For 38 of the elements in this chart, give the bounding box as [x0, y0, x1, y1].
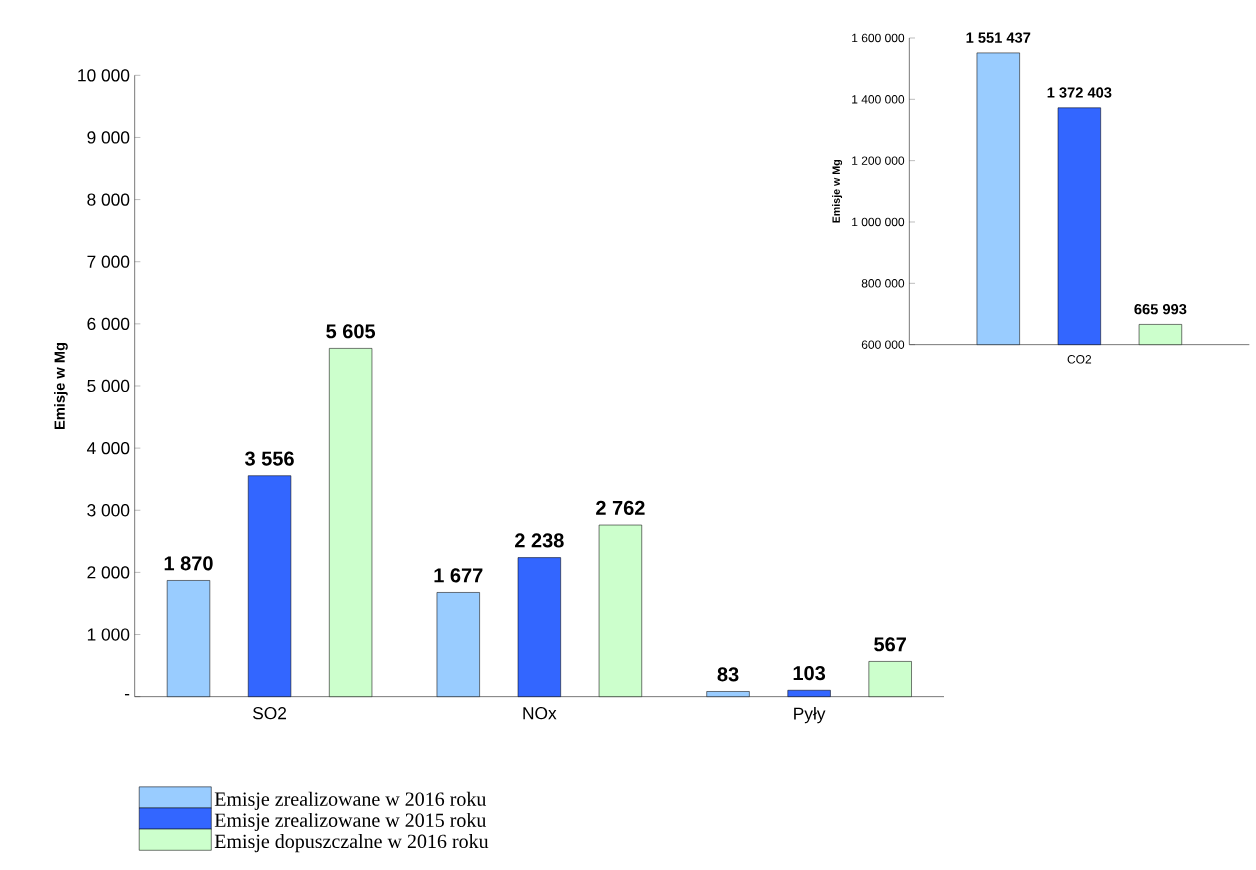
y-tick-label: 1 400 000 [852, 95, 905, 104]
y-tick-label: - [124, 694, 130, 696]
y-tick-label: 800 000 [861, 279, 905, 288]
y-axis-title: Emisje w Mg [832, 160, 843, 223]
y-tick-label: 10 000 [78, 69, 130, 82]
y-tick-label: 1 600 000 [852, 33, 905, 43]
y-tick-label: 1 200 000 [852, 156, 905, 165]
y-tick-label: 7 000 [87, 255, 130, 268]
y-tick-label: 1 000 [87, 628, 130, 641]
y-tick-label: 8 000 [87, 193, 130, 206]
data-label: 1 372 403 [1047, 87, 1112, 98]
data-label: 2 238 [515, 533, 564, 548]
y-tick-label: 3 000 [87, 504, 130, 517]
x-tick-label: NOx [523, 707, 557, 720]
data-label: 2 762 [596, 500, 645, 515]
data-label: 567 [874, 637, 906, 652]
y-tick-label: 4 000 [86, 441, 130, 455]
y-tick-label: 6 000 [87, 317, 130, 330]
data-label: 1 677 [434, 568, 483, 583]
data-label: 83 [717, 667, 739, 682]
data-label: 5 605 [326, 324, 376, 339]
legend-label: Emisje zrealizowane w 2016 roku [214, 791, 487, 810]
data-label: 665 993 [1134, 303, 1187, 315]
legend-label: Emisje zrealizowane w 2015 roku [214, 812, 487, 832]
y-axis-title: Emisje w Mg [54, 342, 68, 430]
x-tick-label: CO2 [1067, 355, 1092, 364]
data-label: 1 870 [164, 556, 213, 571]
x-tick-label: SO2 [253, 707, 287, 720]
y-tick-label: 2 000 [87, 566, 130, 579]
x-tick-label: Pyły [794, 707, 826, 724]
data-label: 3 556 [245, 451, 294, 466]
y-tick-label: 1 000 000 [852, 217, 905, 227]
legend-label: Emisje dopuszczalne w 2016 roku [214, 834, 489, 853]
y-tick-label: 9 000 [87, 131, 130, 144]
y-tick-label: 5 000 [87, 379, 130, 393]
data-label: 1 551 437 [966, 32, 1031, 43]
y-tick-label: 600 000 [861, 340, 905, 349]
data-label: 103 [793, 666, 826, 681]
